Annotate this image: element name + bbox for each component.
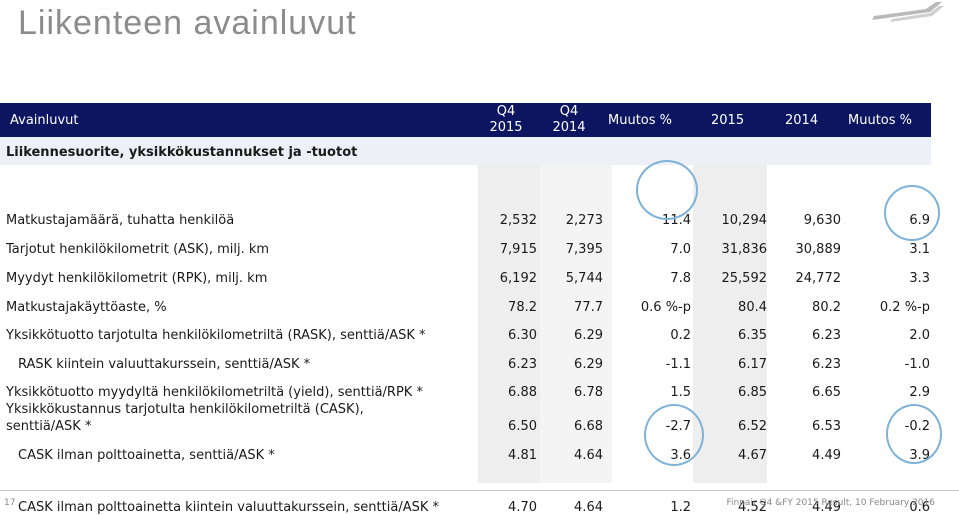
column-band-q4-2015 xyxy=(478,165,540,483)
cell-2014: 6.23 xyxy=(812,357,841,372)
highlight-circle xyxy=(644,404,704,466)
highlight-circle xyxy=(884,185,940,241)
cell-change-y: 2.0 xyxy=(909,328,930,343)
row-label: Yksikkökustannus tarjotulta henkilökilom… xyxy=(6,402,364,417)
cell-q4-2015: 6,192 xyxy=(499,271,537,286)
cell-q4-2015: 7,915 xyxy=(499,242,537,257)
cell-q4-2015: 78.2 xyxy=(508,300,537,315)
cell-2014: 6.23 xyxy=(812,328,841,343)
key-figures-table: Avainluvut Q4 2015 Q4 2014 Muutos % 2015… xyxy=(0,103,931,515)
cell-q4-2014: 77.7 xyxy=(574,300,603,315)
header-q4-2015-line2: 2015 xyxy=(489,120,523,135)
cell-change-y: 0.2 %-p xyxy=(879,300,930,315)
cell-2014: 6.65 xyxy=(812,385,841,400)
cell-change-q: -1.1 xyxy=(665,357,691,372)
footer-text: Finnair Q4 &FY 2015 Result, 10 February … xyxy=(726,498,936,508)
section-heading-text: Liikennesuorite, yksikkökustannukset ja … xyxy=(6,145,358,160)
cell-2014: 9,630 xyxy=(803,213,841,228)
cell-q4-2014: 5,744 xyxy=(565,271,603,286)
cell-q4-2015: 2,532 xyxy=(499,213,537,228)
row-label: CASK ilman polttoainetta kiintein valuut… xyxy=(18,500,439,515)
table-header: Avainluvut Q4 2015 Q4 2014 Muutos % 2015… xyxy=(0,103,931,137)
row-label: Yksikkötuotto myydyltä henkilökilometril… xyxy=(6,385,423,400)
cell-q4-2015: 6.30 xyxy=(508,328,537,343)
row-label: CASK ilman polttoainetta, senttiä/ASK * xyxy=(18,448,275,463)
cell-change-y: -1.0 xyxy=(904,357,930,372)
header-2014: 2014 xyxy=(785,113,819,128)
header-q4-2015: Q4 2015 xyxy=(488,104,524,136)
cell-q4-2014: 4.64 xyxy=(574,448,603,463)
cell-q4-2014: 6.68 xyxy=(574,419,603,434)
highlight-circle xyxy=(886,404,942,464)
row-label: Myydyt henkilökilometrit (RPK), milj. km xyxy=(6,271,268,286)
cell-change-q: 7.8 xyxy=(670,271,691,286)
header-change-q: Muutos % xyxy=(608,113,673,128)
cell-change-q: 0.2 xyxy=(670,328,691,343)
cell-q4-2015: 6.23 xyxy=(508,357,537,372)
cell-2014: 30,889 xyxy=(795,242,842,257)
cell-2015: 4.67 xyxy=(738,448,767,463)
cell-2015: 25,592 xyxy=(721,271,768,286)
header-q4-2014-line2: 2014 xyxy=(552,120,586,135)
cell-change-q: 1.5 xyxy=(670,385,691,400)
cell-q4-2014: 4.64 xyxy=(574,500,603,515)
table-body: Matkustajamäärä, tuhatta henkilöä 2,532 … xyxy=(0,165,931,483)
cell-q4-2014: 6.78 xyxy=(574,385,603,400)
cell-q4-2015: 6.88 xyxy=(508,385,537,400)
column-band-2015 xyxy=(693,165,767,483)
row-label: RASK kiintein valuuttakurssein, senttiä/… xyxy=(18,357,311,372)
cell-q4-2014: 7,395 xyxy=(565,242,603,257)
header-q4-2014-line1: Q4 xyxy=(559,104,579,119)
cell-change-y: 3.3 xyxy=(909,271,930,286)
footer-divider xyxy=(0,490,959,491)
row-label: Yksikkötuotto tarjotulta henkilökilometr… xyxy=(6,328,426,343)
cell-2015: 6.35 xyxy=(738,328,767,343)
page-number: 17 xyxy=(4,498,16,508)
cell-q4-2014: 6.29 xyxy=(574,357,603,372)
cell-2015: 10,294 xyxy=(721,213,768,228)
header-q4-2015-line1: Q4 xyxy=(496,104,516,119)
cell-q4-2015: 4.70 xyxy=(508,500,537,515)
cell-change-y: 3.1 xyxy=(909,242,930,257)
cell-2014: 80.2 xyxy=(812,300,841,315)
cell-change-y: 2.9 xyxy=(909,385,930,400)
cell-q4-2014: 2,273 xyxy=(565,213,603,228)
cell-2015: 6.17 xyxy=(738,357,767,372)
cell-change-q: 0.6 %-p xyxy=(640,300,691,315)
header-change-y: Muutos % xyxy=(848,113,913,128)
cell-2014: 6.53 xyxy=(812,419,841,434)
cell-change-q: 1.2 xyxy=(670,500,691,515)
cell-2015: 80.4 xyxy=(738,300,767,315)
cell-2015: 6.85 xyxy=(738,385,767,400)
cell-q4-2015: 4.81 xyxy=(508,448,537,463)
row-label-continued: senttiä/ASK * xyxy=(6,419,92,434)
cell-2015: 31,836 xyxy=(721,242,768,257)
column-band-q4-2014 xyxy=(540,165,612,483)
slide-title: Liikenteen avainluvut xyxy=(18,4,357,42)
row-label: Matkustajakäyttöaste, % xyxy=(6,300,167,315)
section-heading: Liikennesuorite, yksikkökustannukset ja … xyxy=(0,137,931,165)
row-label: Matkustajamäärä, tuhatta henkilöä xyxy=(6,213,235,228)
header-label: Avainluvut xyxy=(10,113,79,128)
cell-q4-2014: 6.29 xyxy=(574,328,603,343)
header-q4-2014: Q4 2014 xyxy=(551,104,587,136)
cell-q4-2015: 6.50 xyxy=(508,419,537,434)
header-2015: 2015 xyxy=(711,113,745,128)
finnair-wings-logo-icon xyxy=(872,2,944,22)
cell-2014: 24,772 xyxy=(795,271,842,286)
cell-2015: 6.52 xyxy=(738,419,767,434)
cell-change-q: 7.0 xyxy=(670,242,691,257)
cell-2014: 4.49 xyxy=(812,448,841,463)
row-label: Tarjotut henkilökilometrit (ASK), milj. … xyxy=(6,242,270,257)
highlight-circle xyxy=(636,160,698,220)
